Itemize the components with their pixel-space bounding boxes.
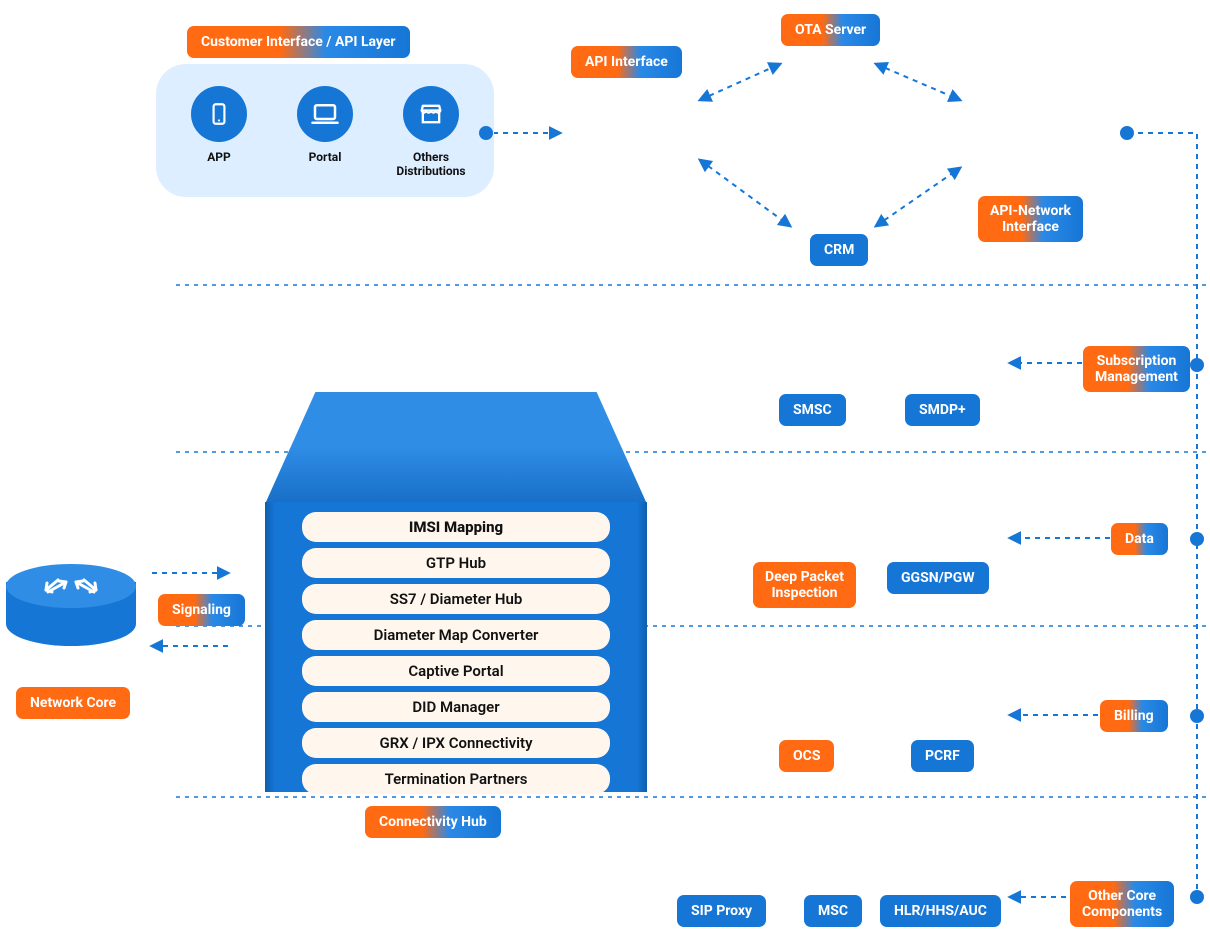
hub-row: GTP Hub [302, 548, 610, 578]
node-api_interface: API Interface [571, 46, 682, 78]
arrows-icon [36, 570, 106, 604]
customer-item-label: Portal [290, 150, 360, 164]
hub-row: IMSI Mapping [302, 512, 610, 542]
connectivity-hub-label: Connectivity Hub [365, 806, 501, 838]
node-ocs: OCS [779, 740, 834, 772]
node-data: Data [1111, 523, 1168, 555]
node-sip: SIP Proxy [677, 895, 766, 927]
node-ggsn: GGSN/PGW [887, 562, 989, 594]
connector-dot [479, 126, 493, 140]
network-core-cylinder [6, 564, 136, 664]
laptop-icon [297, 86, 353, 142]
connector-dot [1190, 532, 1204, 546]
network-core-label: Network Core [16, 687, 130, 719]
connector-line [700, 64, 780, 100]
node-smdp: SMDP+ [905, 394, 980, 426]
connector-line [1128, 133, 1197, 890]
hub-row: GRX / IPX Connectivity [302, 728, 610, 758]
node-msc: MSC [804, 895, 862, 927]
connector-dot [1190, 709, 1204, 723]
customer-card: APP Portal OthersDistributions [156, 64, 494, 197]
node-other_core: Other CoreComponents [1070, 881, 1174, 927]
node-hlr: HLR/HHS/AUC [880, 895, 1001, 927]
connector-line [700, 160, 790, 226]
store-icon [403, 86, 459, 142]
hub-row: SS7 / Diameter Hub [302, 584, 610, 614]
connectivity-hub-cube: IMSI Mapping GTP Hub SS7 / Diameter Hub Dia… [266, 392, 646, 792]
customer-item-label: OthersDistributions [396, 150, 466, 179]
phone-icon [191, 86, 247, 142]
hub-row: Captive Portal [302, 656, 610, 686]
node-sub_mgmt: SubscriptionManagement [1083, 346, 1190, 392]
hub-row: DID Manager [302, 692, 610, 722]
connector-dot [1190, 358, 1204, 372]
hub-row: Diameter Map Converter [302, 620, 610, 650]
hub-row: Termination Partners [302, 764, 610, 794]
node-ota_server: OTA Server [781, 14, 880, 46]
connector-dot [1120, 126, 1134, 140]
customer-item-portal: Portal [290, 86, 360, 179]
connector-line [876, 168, 960, 226]
customer-layer-title: Customer Interface / API Layer [187, 26, 410, 58]
node-crm: CRM [810, 234, 868, 266]
node-billing: Billing [1100, 700, 1168, 732]
customer-item-label: APP [184, 150, 254, 164]
customer-item-app: APP [184, 86, 254, 179]
node-dpi: Deep PacketInspection [753, 562, 856, 608]
connector-dot [1190, 890, 1204, 904]
connector-line [876, 64, 960, 100]
signaling-label: Signaling [158, 594, 245, 626]
node-smsc: SMSC [779, 394, 846, 426]
customer-item-others: OthersDistributions [396, 86, 466, 179]
node-pcrf: PCRF [911, 740, 974, 772]
node-api_net_iface: API-NetworkInterface [978, 196, 1083, 242]
